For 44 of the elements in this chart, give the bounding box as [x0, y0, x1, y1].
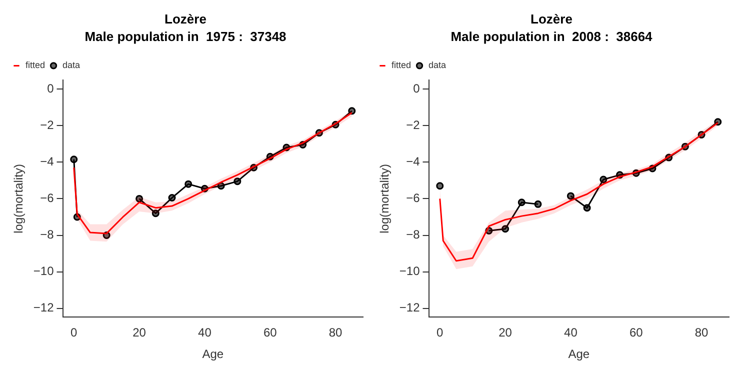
chart-title: Lozère	[164, 11, 206, 26]
y-tick-label: −12	[33, 300, 54, 315]
chart-subtitle: Male population in 2008 : 38664	[450, 28, 654, 44]
point	[70, 156, 78, 164]
x-tick-label: 20	[498, 326, 512, 340]
legend-label: fitted	[392, 60, 412, 70]
point	[184, 180, 192, 188]
x-tick-label: 40	[198, 326, 212, 340]
legend-label: data	[428, 60, 446, 70]
point	[534, 200, 542, 208]
chart-subtitle: Male population in 1975 : 37348	[84, 28, 286, 44]
point	[436, 182, 444, 190]
x-tick-label: 20	[132, 326, 146, 340]
x-tick-label: 60	[263, 326, 278, 340]
y-tick-label: −12	[399, 300, 420, 315]
y-tick-label: −4	[40, 154, 54, 168]
point	[583, 204, 591, 212]
x-axis-title: Age	[202, 347, 224, 362]
legend-label: fitted	[26, 60, 46, 70]
x-tick-label: 80	[328, 326, 343, 340]
legend-label: data	[62, 60, 80, 70]
y-axis-title: log(mortality)	[12, 164, 26, 234]
point	[234, 178, 242, 186]
x-tick-label: 0	[70, 326, 78, 340]
x-axis-title: Age	[568, 347, 590, 362]
chart-title: Lozère	[530, 11, 572, 26]
y-tick-label: −4	[406, 154, 420, 168]
y-tick-label: 0	[413, 81, 420, 96]
y-tick-label: −10	[33, 264, 54, 278]
y-tick-label: −10	[399, 264, 420, 278]
y-tick-label: −2	[40, 118, 54, 132]
y-tick-label: 0	[47, 81, 54, 96]
x-tick-label: 80	[694, 326, 709, 340]
x-tick-label: 60	[629, 326, 644, 340]
y-tick-label: −2	[406, 118, 420, 132]
point	[518, 198, 526, 206]
y-tick-label: −8	[40, 228, 54, 242]
x-tick-label: 40	[564, 326, 578, 340]
y-tick-label: −8	[406, 228, 420, 242]
point	[168, 194, 176, 202]
x-tick-label: 0	[436, 326, 444, 340]
y-tick-label: −6	[406, 191, 420, 206]
y-tick-label: −6	[40, 191, 54, 206]
y-axis-title: log(mortality)	[378, 164, 392, 234]
